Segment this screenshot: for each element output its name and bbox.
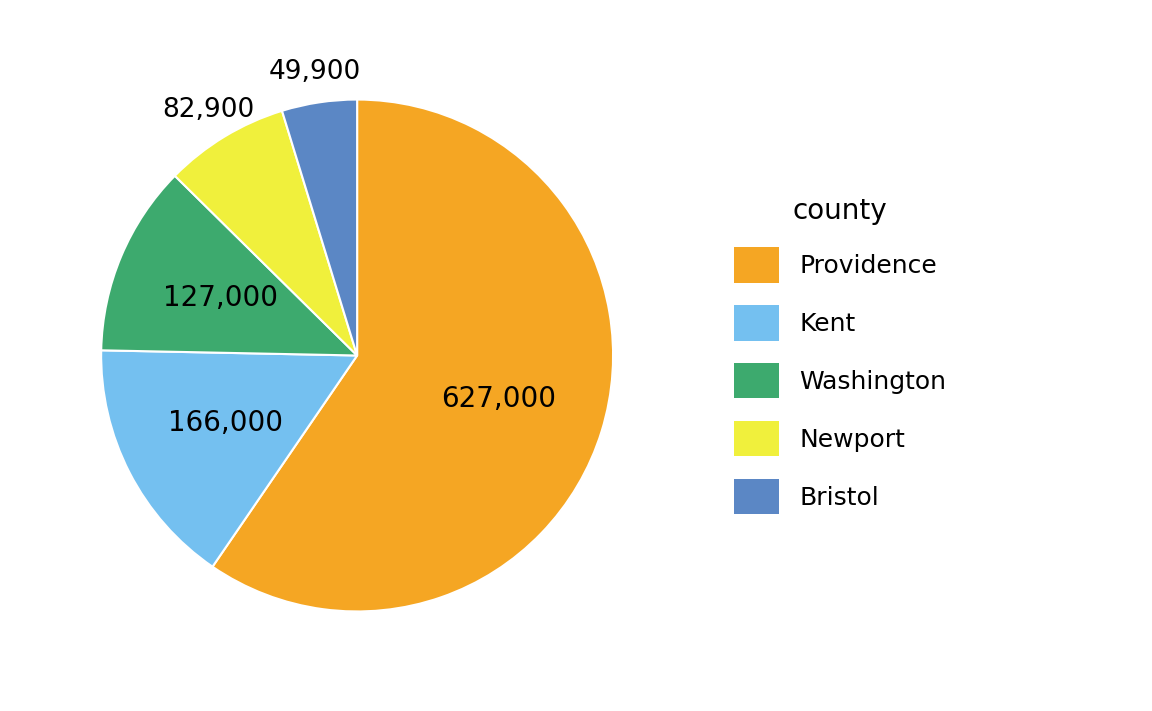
Text: 49,900: 49,900 [268,59,361,85]
Wedge shape [175,111,357,356]
Text: 166,000: 166,000 [167,410,282,437]
Text: 627,000: 627,000 [441,385,556,413]
Wedge shape [101,176,357,356]
Wedge shape [212,100,613,611]
Text: 82,900: 82,900 [162,97,255,124]
Text: 127,000: 127,000 [162,284,278,312]
Wedge shape [101,351,357,567]
Legend: Providence, Kent, Washington, Newport, Bristol: Providence, Kent, Washington, Newport, B… [721,184,958,527]
Wedge shape [282,100,357,356]
